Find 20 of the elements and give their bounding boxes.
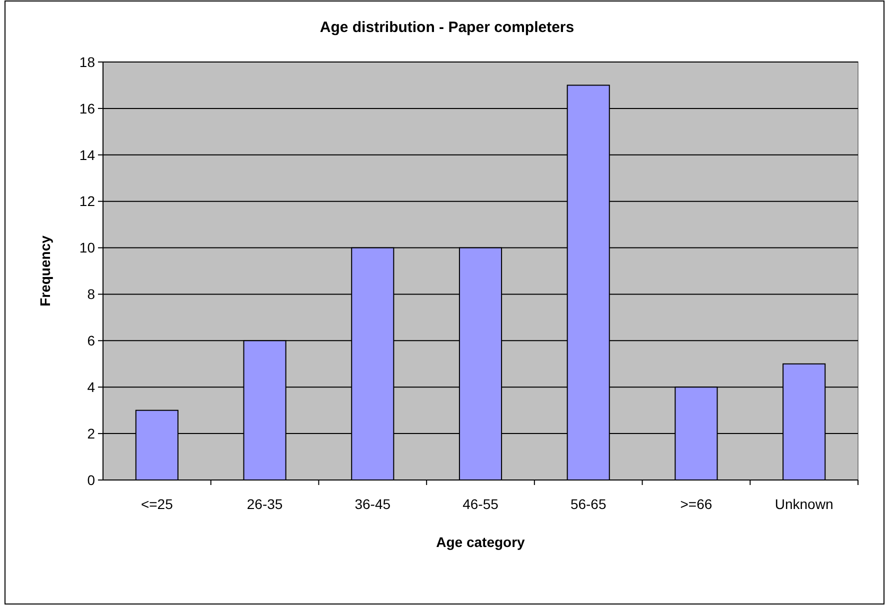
y-tick-label: 8 — [87, 286, 96, 302]
y-tick-label: 4 — [87, 379, 96, 396]
x-tick-label: 26-35 — [246, 496, 283, 512]
x-tick-label: 36-45 — [354, 496, 391, 512]
y-tick-label: 2 — [87, 425, 96, 442]
y-tick-label: 10 — [79, 240, 96, 256]
y-tick-label: 16 — [79, 100, 96, 116]
x-tick-label: <=25 — [140, 496, 174, 512]
y-tick-label: 12 — [79, 193, 96, 210]
x-tick-label: Unknown — [774, 496, 834, 512]
y-tick-label: 18 — [79, 54, 96, 70]
chart-title: Age distribution - Paper completers — [320, 19, 574, 36]
x-tick-label: 46-55 — [462, 496, 499, 512]
y-tick-label: 0 — [87, 472, 96, 488]
y-tick-label: 6 — [87, 332, 96, 349]
y-tick-label: 14 — [79, 146, 96, 163]
x-axis-title: Age category — [436, 534, 526, 550]
x-tick-label: 56-65 — [570, 496, 606, 512]
x-tick-label: >=66 — [680, 496, 712, 512]
y-axis-title: Frequency — [37, 235, 53, 306]
